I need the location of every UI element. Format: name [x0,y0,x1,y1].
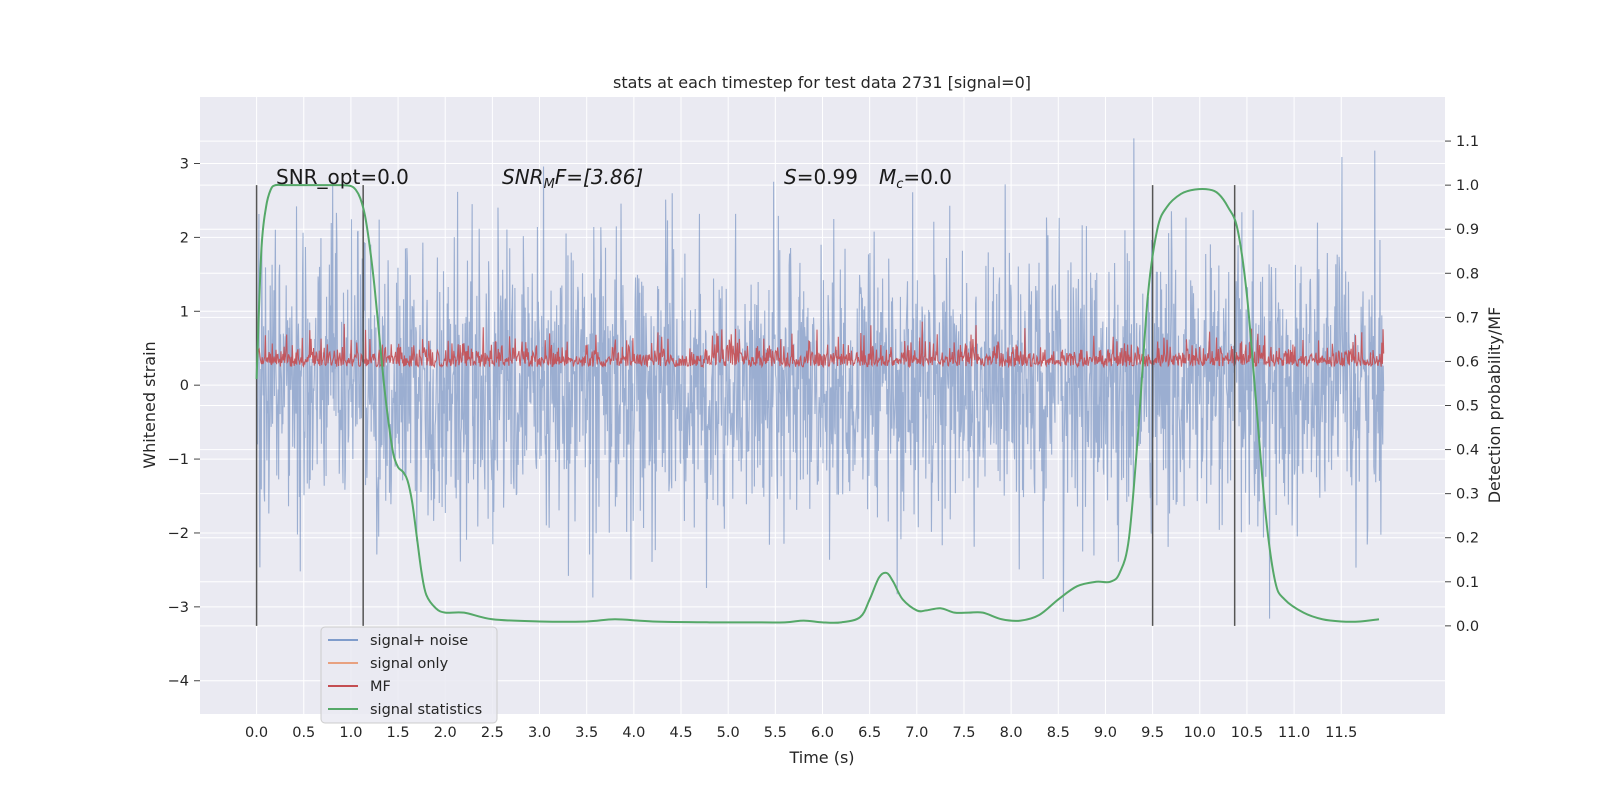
y-right-tick-label: 0.8 [1456,266,1479,282]
x-tick-label: 1.0 [339,725,362,741]
y-axis-left-label: Whitened strain [140,341,159,468]
x-tick-label: 6.5 [858,725,881,741]
legend-label-signal-noise: signal+ noise [370,633,468,649]
legend-box [320,626,498,724]
y-axis-right-label: Detection probability/MF [1485,307,1504,504]
y-right-tick-label: 1.1 [1456,134,1479,150]
x-tick-label: 5.5 [764,725,787,741]
y-right-tick-label: 0.4 [1456,443,1479,459]
x-tick-label: 5.0 [717,725,740,741]
y-right-tick-label: 0.6 [1456,354,1479,370]
y-left-tick-label: 2 [180,230,189,246]
legend-label-signal-statistics: signal statistics [370,702,482,718]
x-tick-label: 10.0 [1184,725,1216,741]
x-tick-label: 2.5 [481,725,504,741]
annotation-snr-mf-base: SNR [502,165,544,189]
x-tick-label: 7.5 [952,725,975,741]
x-tick-label: 10.5 [1231,725,1263,741]
legend-label-mf: MF [370,679,391,695]
annotation-mc-base: M [879,165,896,189]
y-left-tick-label: 3 [180,157,189,173]
annotation-snr-mf: SNRMF=[3.86] [502,165,643,192]
annotation-snr-opt: SNR_opt=0.0 [276,165,409,189]
signal-noise-line [256,138,1385,619]
y-axis-left-ticks: 3 2 1 0 −1 −2 −3 −4 [168,157,200,690]
y-right-tick-label: 0.3 [1456,487,1479,503]
chart-title: stats at each timestep for test data 273… [613,73,1031,92]
series-signal-statistics [255,183,1380,624]
x-tick-label: 11.5 [1325,725,1357,741]
x-tick-label: 6.0 [811,725,834,741]
x-tick-label: 3.0 [528,725,551,741]
legend: signal+ noise signal only MF signal stat… [320,626,498,724]
x-tick-label: 8.0 [1000,725,1023,741]
y-right-tick-label: 0.2 [1456,531,1479,547]
x-tick-label: 1.5 [387,725,410,741]
annotation-mc-sub: c [896,177,903,192]
y-axis-right-ticks: 1.1 1.0 0.9 0.8 0.7 0.6 0.5 0.4 0.3 0.2 0.1 0.0 [1445,134,1479,635]
x-tick-label: 11.0 [1278,725,1310,741]
y-right-tick-label: 0.1 [1456,575,1479,591]
annotation-stat-s-value: =0.99 [797,165,858,189]
x-tick-label: 9.5 [1141,725,1164,741]
x-tick-label: 8.5 [1047,725,1070,741]
annotation-stat-s: S=0.99 [784,165,858,189]
legend-label-signal-only: signal only [370,656,449,672]
x-tick-label: 4.5 [669,725,692,741]
y-left-tick-label: −3 [168,600,189,616]
y-right-tick-label: 0.7 [1456,310,1479,326]
x-tick-label: 2.0 [434,725,457,741]
annotation-mc: Mc=0.0 [879,165,952,192]
y-left-tick-label: −2 [168,526,189,542]
x-tick-label: 4.0 [622,725,645,741]
annotation-snr-mf-sub: M [544,177,555,192]
y-left-tick-label: −1 [168,452,189,468]
mf-line [256,321,1385,369]
y-left-tick-label: −4 [168,674,189,690]
series-signal-noise [256,138,1385,619]
signal-statistics-line [255,183,1380,624]
x-tick-label: 9.0 [1094,725,1117,741]
x-tick-label: 0.5 [292,725,315,741]
x-tick-label: 3.5 [575,725,598,741]
x-axis-ticks: 0.0 0.5 1.0 1.5 2.0 2.5 3.0 3.5 4.0 4.5 5.0 5.5 6.0 6… [245,725,1357,741]
annotation-stat-s-label: S [784,165,797,189]
y-right-tick-label: 0.0 [1456,619,1479,635]
y-right-tick-label: 0.9 [1456,222,1479,238]
y-left-tick-label: 0 [180,378,189,394]
x-tick-label: 0.0 [245,725,268,741]
y-right-tick-label: 1.0 [1456,178,1479,194]
annotation-snr-mf-rest: F=[3.86] [555,165,643,189]
x-tick-label: 7.0 [905,725,928,741]
y-left-tick-label: 1 [180,304,189,320]
x-axis-label: Time (s) [788,748,854,767]
annotation-mc-value: =0.0 [903,165,952,189]
series-mf [256,321,1385,369]
y-right-tick-label: 0.5 [1456,399,1479,415]
